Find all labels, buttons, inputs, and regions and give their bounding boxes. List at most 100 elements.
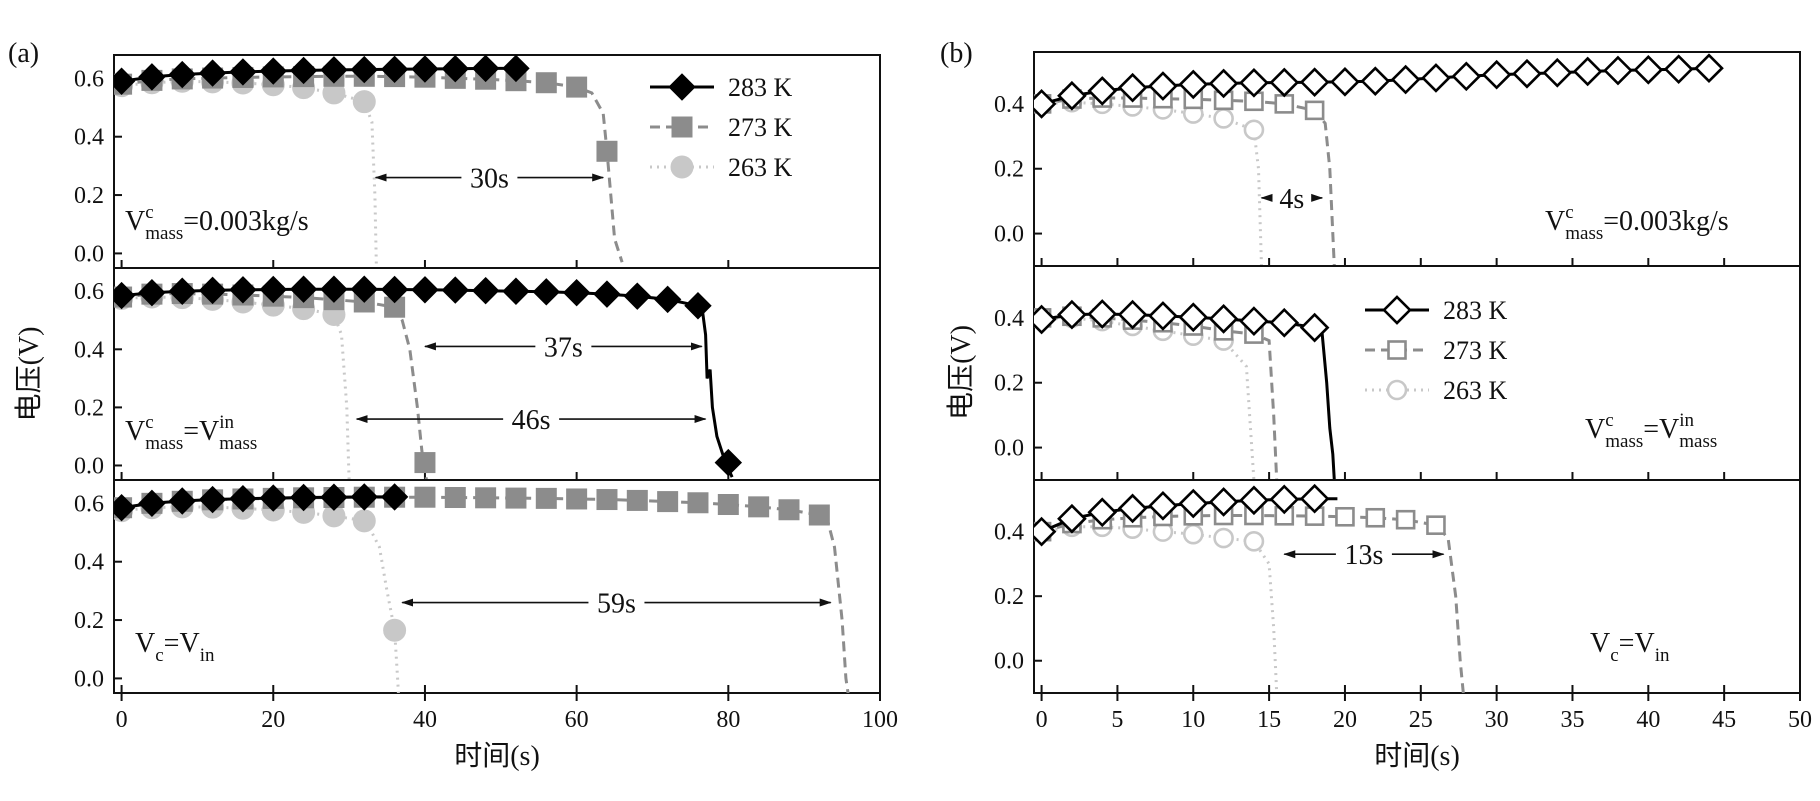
subplot-1: 0.0 0.2 0.4 0.6 30s Vc mass=0.003kg/s 283 K 273 … <box>74 54 881 269</box>
data-point-283k <box>259 57 287 85</box>
data-point-283k <box>1034 89 1057 119</box>
data-point-283k <box>1087 76 1118 106</box>
series-line-263k <box>121 505 400 693</box>
data-point-283k <box>350 55 378 84</box>
annotation-label: 13s <box>1344 540 1383 571</box>
condition-label: Vc mass=Vin mass <box>125 412 257 454</box>
data-point-283k <box>1390 64 1421 95</box>
y-tick-label: 0.4 <box>994 92 1024 118</box>
data-point-283k <box>229 276 257 304</box>
x-tick-label: 10 <box>1181 707 1205 733</box>
series-line-273k <box>1041 96 1336 266</box>
x-tick-label: 25 <box>1409 707 1433 733</box>
interval-annotation: 46s <box>355 405 707 436</box>
series-group <box>114 55 624 268</box>
data-point-283k <box>1512 58 1542 89</box>
data-point-283k <box>1269 484 1300 515</box>
legend-label-273k: 273 K <box>1443 336 1508 365</box>
data-point-283k <box>1451 61 1482 92</box>
data-point-283k <box>1117 493 1148 524</box>
data-point-283k <box>114 281 136 310</box>
data-point-283k <box>259 275 287 304</box>
data-point-283k <box>114 67 136 95</box>
x-tick-label: 15 <box>1257 707 1281 733</box>
data-point-283k <box>229 484 257 513</box>
data-point-273k <box>535 487 557 509</box>
data-point-283k <box>1421 63 1451 93</box>
data-point-283k <box>1299 312 1330 343</box>
x-tick-label: 35 <box>1560 707 1584 733</box>
annotation-label: 4s <box>1279 184 1304 215</box>
data-point-283k <box>1694 53 1724 84</box>
x-tick-label: 50 <box>1788 707 1812 733</box>
data-point-273k <box>657 491 679 513</box>
data-point-273k <box>626 489 648 511</box>
data-point-273k <box>414 452 436 474</box>
subplot-3: 0.0 0.2 0.4 0 5 10 15 20 25 30 35 40 45 50 13s Vc=Vin <box>994 479 1812 733</box>
data-point-273k <box>748 496 770 518</box>
data-point-283k <box>350 483 378 511</box>
x-tick-label: 30 <box>1485 707 1509 733</box>
data-point-283k <box>1057 80 1087 111</box>
series-group <box>1034 53 1724 266</box>
data-point-273k <box>505 487 527 509</box>
interval-annotation: 4s <box>1260 184 1324 215</box>
data-point-283k <box>138 63 166 91</box>
legend-label-283k: 283 K <box>1443 296 1508 325</box>
series-line-273k <box>121 74 624 263</box>
data-point-283k <box>1057 503 1087 534</box>
data-point-273k <box>444 487 466 509</box>
series-line-283k <box>121 287 734 478</box>
x-tick-label: 5 <box>1111 707 1123 733</box>
condition-label: Vc mass=Vin mass <box>1585 410 1717 452</box>
x-tick-label: 40 <box>1636 707 1660 733</box>
annotation-label: 30s <box>470 164 509 195</box>
y-tick-label: 0.4 <box>994 306 1024 332</box>
data-point-283k <box>1239 67 1269 98</box>
plot-frame <box>113 479 881 694</box>
data-point-283k <box>320 56 348 84</box>
data-point-283k <box>168 60 196 89</box>
data-point-283k <box>471 276 500 305</box>
y-tick-label: 0.2 <box>74 395 104 421</box>
data-point-283k <box>289 483 318 512</box>
annotation-label: 46s <box>512 405 551 436</box>
data-point-283k <box>229 58 257 86</box>
x-tick-label: 0 <box>116 707 128 733</box>
data-point-283k <box>1239 306 1269 336</box>
data-point-283k <box>1148 71 1178 101</box>
data-point-283k <box>1117 72 1148 103</box>
data-point-283k <box>320 483 348 511</box>
series-group <box>114 483 850 693</box>
data-point-283k <box>1572 56 1603 87</box>
legend: 283 K 273 K 263 K <box>1365 295 1508 405</box>
panel-label: (b) <box>940 38 973 69</box>
legend-marker-273k <box>671 116 693 138</box>
data-point-283k <box>411 276 439 304</box>
data-point-283k <box>168 487 196 515</box>
data-point-273k <box>1395 509 1416 530</box>
data-point-283k <box>380 483 409 511</box>
y-tick-label: 0.0 <box>994 436 1024 462</box>
data-point-273k <box>414 486 436 508</box>
data-point-283k <box>198 59 227 87</box>
y-tick-label: 0.0 <box>74 666 104 692</box>
data-point-283k <box>1481 59 1512 90</box>
data-point-283k <box>380 55 409 84</box>
condition-label: Vc mass=0.003kg/s <box>125 202 309 244</box>
y-tick-label: 0.2 <box>994 371 1024 397</box>
x-tick-label: 100 <box>862 707 898 733</box>
data-point-283k <box>380 275 409 304</box>
x-tick-label: 20 <box>1333 707 1357 733</box>
data-point-283k <box>1542 57 1573 88</box>
data-point-283k <box>1087 497 1118 528</box>
data-point-283k <box>593 280 621 308</box>
data-point-283k <box>1057 299 1087 330</box>
data-point-283k <box>562 278 591 307</box>
data-point-283k <box>502 55 530 83</box>
data-point-283k <box>1208 487 1239 517</box>
x-tick-label: 80 <box>716 707 740 733</box>
data-point-283k <box>1663 54 1694 85</box>
